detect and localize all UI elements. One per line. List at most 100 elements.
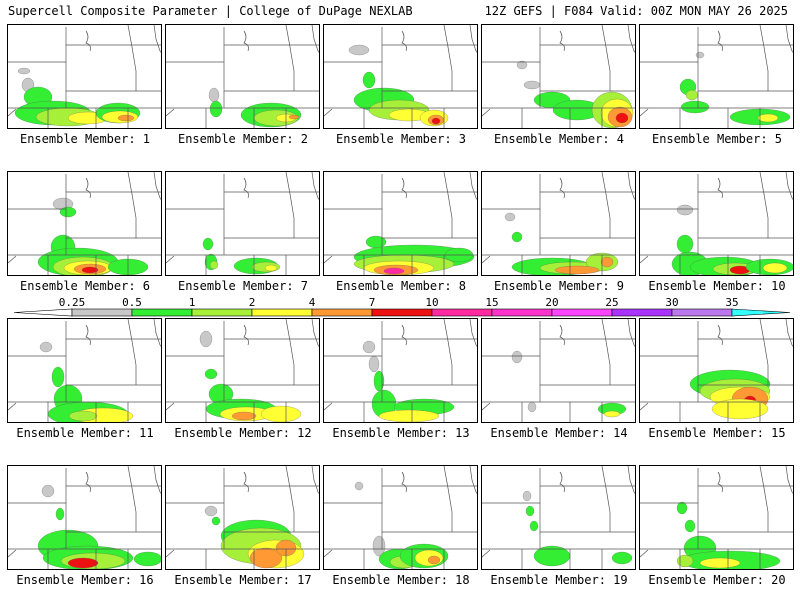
ensemble-map-svg — [324, 466, 477, 569]
scp-contour — [523, 80, 541, 90]
scp-contour — [695, 51, 705, 59]
colorbar-tick-label: 2 — [248, 296, 256, 309]
colorbar-tick-label: 30 — [665, 296, 679, 309]
ensemble-map-panel-11 — [7, 318, 162, 423]
scp-contour — [603, 410, 621, 418]
scp-contour — [209, 260, 219, 270]
member-caption-8: Ensemble Member: 8 — [335, 279, 467, 293]
scp-contour — [204, 505, 218, 517]
scp-contour — [209, 100, 223, 118]
member-caption-11: Ensemble Member: 11 — [16, 426, 154, 440]
scp-contour — [676, 204, 694, 216]
ensemble-map-svg — [482, 25, 635, 128]
scp-contour — [204, 368, 218, 380]
scp-contour — [511, 231, 523, 243]
member-caption-2: Ensemble Member: 2 — [177, 132, 309, 146]
ensemble-map-svg — [8, 319, 161, 422]
ensemble-map-svg — [166, 466, 319, 569]
scp-contour — [51, 366, 65, 388]
colorbar-arrow-high — [731, 308, 791, 317]
member-caption-10: Ensemble Member: 10 — [648, 279, 786, 293]
scp-contour — [615, 112, 629, 124]
ensemble-map-svg — [166, 319, 319, 422]
scp-contour — [711, 398, 769, 420]
scp-contour — [383, 267, 405, 275]
ensemble-map-svg — [640, 172, 793, 275]
colorbar-swatch — [611, 308, 673, 317]
ensemble-map-panel-7 — [165, 171, 320, 276]
scp-contour — [354, 481, 364, 491]
ensemble-map-svg — [482, 466, 635, 569]
scp-contour — [676, 501, 688, 515]
colorbar-swatch — [131, 308, 193, 317]
scp-contour — [133, 551, 161, 567]
member-caption-19: Ensemble Member: 19 — [490, 573, 628, 587]
ensemble-map-panel-19 — [481, 465, 636, 570]
scp-contour — [260, 405, 302, 422]
scp-contour — [288, 114, 300, 120]
ensemble-map-panel-6 — [7, 171, 162, 276]
ensemble-map-panel-16 — [7, 465, 162, 570]
member-caption-1: Ensemble Member: 1 — [19, 132, 151, 146]
ensemble-map-panel-5 — [639, 24, 794, 129]
scp-contour — [554, 265, 600, 275]
scp-contour — [431, 117, 441, 125]
ensemble-map-svg — [324, 172, 477, 275]
scp-contour — [368, 355, 380, 373]
member-caption-13: Ensemble Member: 13 — [332, 426, 470, 440]
scp-contour — [362, 340, 376, 354]
valid-time-label: 12Z GEFS | F084 Valid: 00Z MON MAY 26 20… — [484, 4, 788, 18]
member-caption-6: Ensemble Member: 6 — [19, 279, 151, 293]
scp-contour — [511, 350, 523, 364]
ensemble-map-svg — [640, 319, 793, 422]
scp-contour — [676, 554, 694, 568]
ensemble-map-svg — [8, 466, 161, 569]
scp-contour — [117, 114, 135, 122]
scp-contour — [55, 507, 65, 521]
member-caption-5: Ensemble Member: 5 — [651, 132, 783, 146]
colorbar-swatch — [191, 308, 253, 317]
colorbar-swatch — [491, 308, 553, 317]
colorbar-swatch — [431, 308, 493, 317]
colorbar-tick-label: 10 — [425, 296, 439, 309]
ensemble-map-panel-14 — [481, 318, 636, 423]
ensemble-map-svg — [482, 319, 635, 422]
ensemble-map-svg — [324, 319, 477, 422]
scp-contour — [199, 330, 213, 348]
scp-contour — [525, 505, 535, 517]
scp-contour — [59, 206, 77, 218]
scp-contour — [680, 100, 710, 114]
scp-contour — [249, 547, 283, 569]
scp-contour — [699, 557, 741, 569]
scp-contour — [68, 410, 98, 422]
colorbar-swatch — [551, 308, 613, 317]
ensemble-map-panel-8 — [323, 171, 478, 276]
ensemble-map-svg — [8, 172, 161, 275]
ensemble-map-svg — [482, 172, 635, 275]
scp-contour — [522, 490, 532, 502]
member-caption-4: Ensemble Member: 4 — [493, 132, 625, 146]
scp-contour — [208, 87, 220, 103]
member-caption-3: Ensemble Member: 3 — [335, 132, 467, 146]
map-title: Supercell Composite Parameter | College … — [8, 4, 413, 18]
scp-contour — [202, 237, 214, 251]
scp-contour — [39, 341, 53, 353]
ensemble-map-svg — [324, 25, 477, 128]
colorbar-swatch — [671, 308, 733, 317]
scp-contour — [81, 266, 99, 274]
member-caption-20: Ensemble Member: 20 — [648, 573, 786, 587]
member-caption-12: Ensemble Member: 12 — [174, 426, 312, 440]
ensemble-map-svg — [640, 25, 793, 128]
scp-contour — [231, 411, 257, 421]
colorbar-arrow-low — [13, 308, 73, 317]
colorbar-swatch — [71, 308, 133, 317]
colorbar-swatch — [251, 308, 313, 317]
member-caption-16: Ensemble Member: 16 — [16, 573, 154, 587]
colorbar-tick-label: 15 — [485, 296, 499, 309]
scp-contour — [17, 67, 31, 75]
ensemble-map-panel-12 — [165, 318, 320, 423]
colorbar-tick-label: 0.5 — [122, 296, 142, 309]
member-caption-14: Ensemble Member: 14 — [490, 426, 628, 440]
ensemble-map-panel-18 — [323, 465, 478, 570]
ensemble-map-panel-9 — [481, 171, 636, 276]
